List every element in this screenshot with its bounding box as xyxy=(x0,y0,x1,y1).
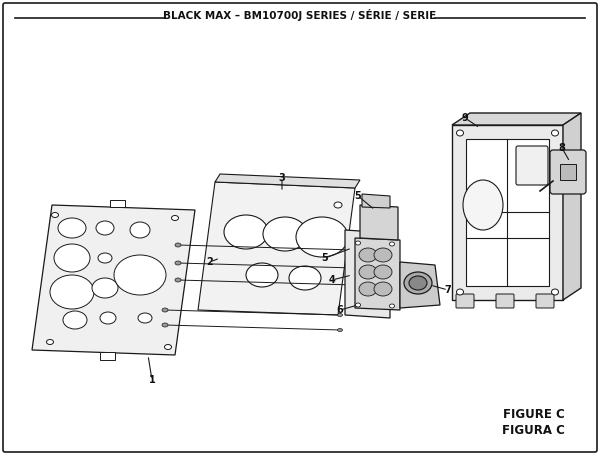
Ellipse shape xyxy=(551,130,559,136)
Polygon shape xyxy=(110,200,125,207)
Ellipse shape xyxy=(353,248,358,252)
Polygon shape xyxy=(100,352,115,360)
Ellipse shape xyxy=(359,282,377,296)
Ellipse shape xyxy=(463,180,503,230)
Polygon shape xyxy=(400,262,440,308)
FancyBboxPatch shape xyxy=(560,164,576,180)
FancyBboxPatch shape xyxy=(516,146,548,185)
Ellipse shape xyxy=(374,265,392,279)
Ellipse shape xyxy=(355,241,361,245)
Text: 8: 8 xyxy=(559,143,565,153)
Text: 2: 2 xyxy=(206,257,214,267)
Polygon shape xyxy=(452,125,563,300)
Ellipse shape xyxy=(175,261,181,265)
FancyBboxPatch shape xyxy=(550,150,586,194)
Ellipse shape xyxy=(52,212,59,217)
Ellipse shape xyxy=(246,263,278,287)
Ellipse shape xyxy=(175,278,181,282)
Ellipse shape xyxy=(389,242,395,246)
Ellipse shape xyxy=(58,218,86,238)
Ellipse shape xyxy=(92,278,118,298)
Text: BLACK MAX – BM10700J SERIES / SÉRIE / SERIE: BLACK MAX – BM10700J SERIES / SÉRIE / SE… xyxy=(163,9,437,21)
FancyBboxPatch shape xyxy=(536,294,554,308)
Ellipse shape xyxy=(98,253,112,263)
Polygon shape xyxy=(563,113,581,300)
Ellipse shape xyxy=(337,313,343,317)
Polygon shape xyxy=(466,139,549,286)
Ellipse shape xyxy=(100,312,116,324)
Ellipse shape xyxy=(263,217,307,251)
FancyBboxPatch shape xyxy=(3,3,597,452)
Ellipse shape xyxy=(404,272,432,294)
Ellipse shape xyxy=(54,244,90,272)
Ellipse shape xyxy=(224,215,268,249)
Ellipse shape xyxy=(289,266,321,290)
Ellipse shape xyxy=(162,308,168,312)
Text: 7: 7 xyxy=(445,285,451,295)
Ellipse shape xyxy=(353,267,358,269)
Polygon shape xyxy=(198,182,355,315)
Ellipse shape xyxy=(389,304,395,308)
Polygon shape xyxy=(452,113,581,125)
Ellipse shape xyxy=(334,202,342,208)
Ellipse shape xyxy=(457,130,464,136)
Ellipse shape xyxy=(175,243,181,247)
Text: 6: 6 xyxy=(337,305,343,315)
Ellipse shape xyxy=(296,217,348,257)
Polygon shape xyxy=(360,205,398,240)
Ellipse shape xyxy=(551,289,559,295)
Text: 9: 9 xyxy=(461,113,469,123)
Text: 3: 3 xyxy=(278,173,286,183)
Text: FIGURA C: FIGURA C xyxy=(502,424,565,436)
Ellipse shape xyxy=(359,248,377,262)
Ellipse shape xyxy=(114,255,166,295)
Polygon shape xyxy=(355,238,400,310)
Polygon shape xyxy=(362,194,390,208)
Ellipse shape xyxy=(130,222,150,238)
Text: FIGURE C: FIGURE C xyxy=(503,409,565,421)
Ellipse shape xyxy=(138,313,152,323)
Ellipse shape xyxy=(355,303,361,307)
Ellipse shape xyxy=(457,289,464,295)
Ellipse shape xyxy=(47,339,53,344)
FancyBboxPatch shape xyxy=(456,294,474,308)
Ellipse shape xyxy=(374,248,392,262)
Ellipse shape xyxy=(359,265,377,279)
Ellipse shape xyxy=(164,344,172,349)
Ellipse shape xyxy=(409,276,427,290)
Ellipse shape xyxy=(162,323,168,327)
Polygon shape xyxy=(32,205,195,355)
Ellipse shape xyxy=(50,275,94,309)
Text: 5: 5 xyxy=(322,253,328,263)
Text: 5: 5 xyxy=(355,191,361,201)
Ellipse shape xyxy=(337,329,343,332)
Ellipse shape xyxy=(353,283,358,287)
Polygon shape xyxy=(215,174,360,188)
Text: 4: 4 xyxy=(329,275,335,285)
Ellipse shape xyxy=(374,282,392,296)
Ellipse shape xyxy=(172,216,179,221)
Ellipse shape xyxy=(96,221,114,235)
Ellipse shape xyxy=(63,311,87,329)
FancyBboxPatch shape xyxy=(496,294,514,308)
Text: 1: 1 xyxy=(149,375,155,385)
Polygon shape xyxy=(345,230,390,318)
